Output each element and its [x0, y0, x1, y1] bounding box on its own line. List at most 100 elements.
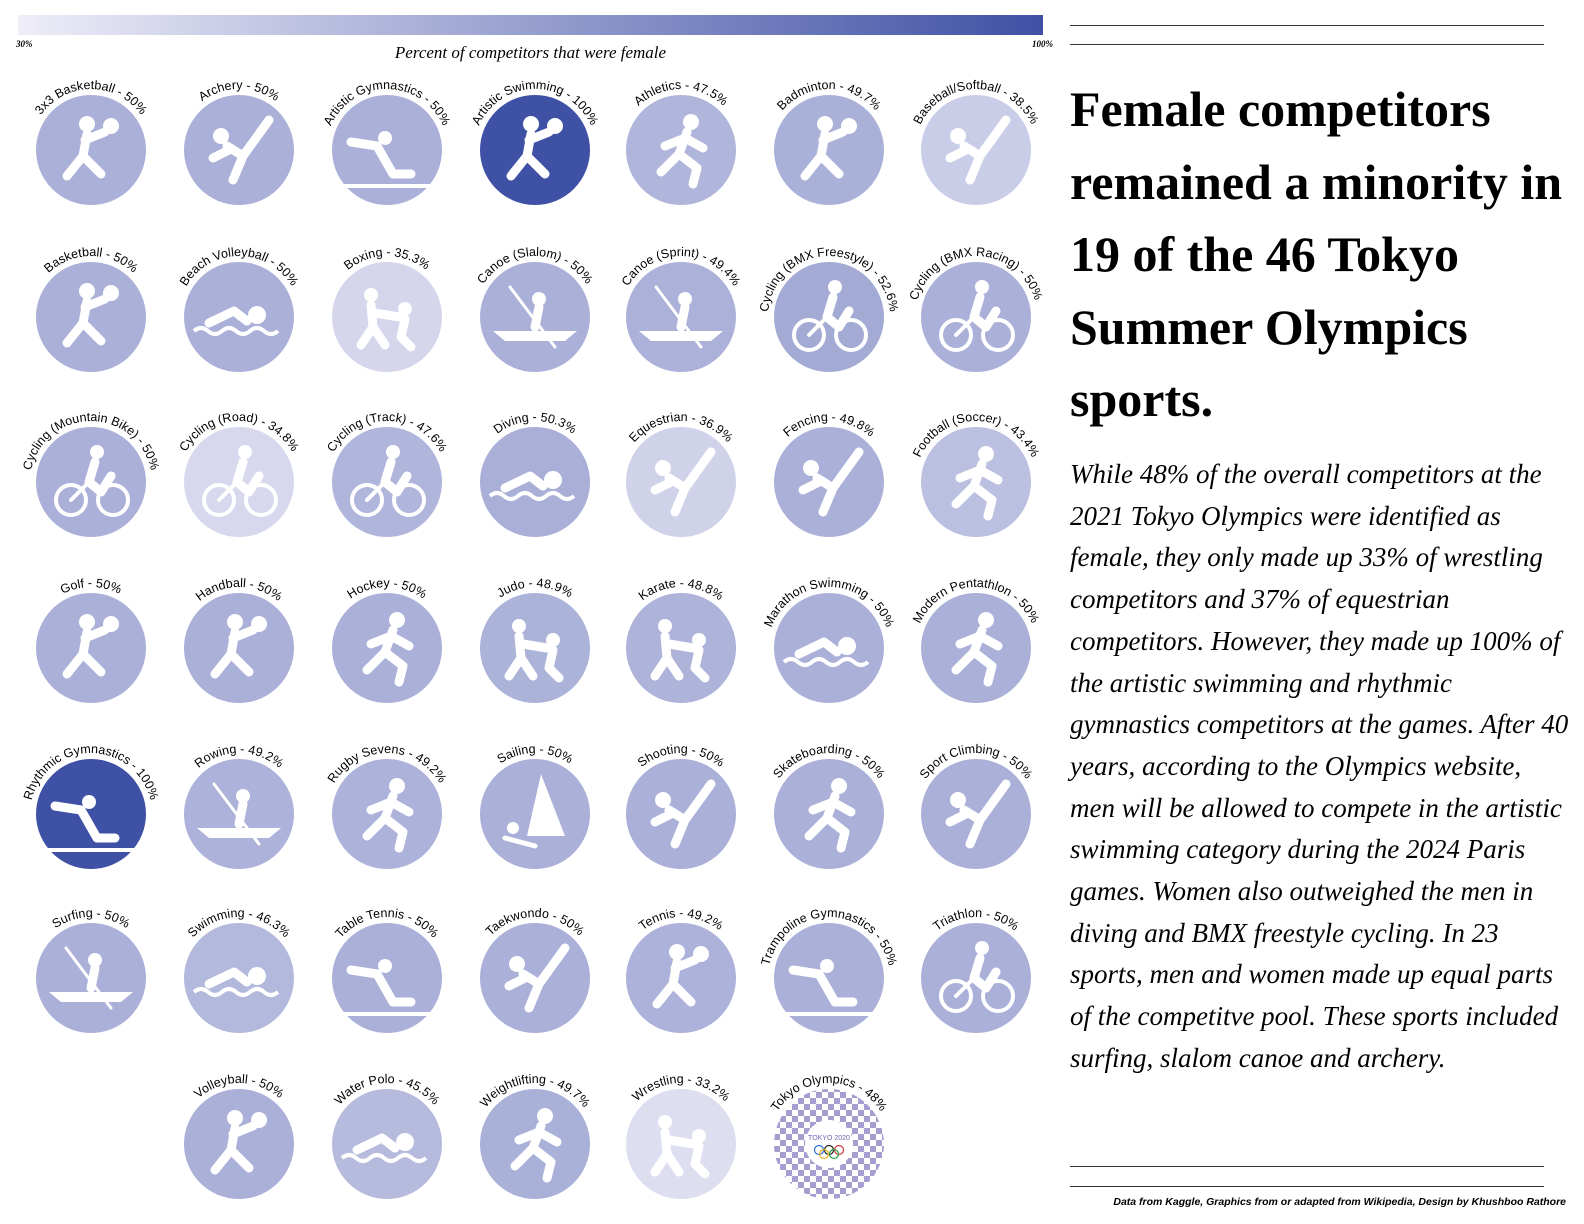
sport-surfing: Surfing - 50% [36, 906, 146, 1033]
sport-swimming: Swimming - 46.3% [184, 906, 294, 1033]
sport-3x3-basketball: 3x3 Basketball - 50% [32, 78, 150, 205]
sport-circle [774, 95, 884, 205]
handball-icon [210, 614, 267, 679]
tokyo-logo-text: TOKYO 2020 [808, 1135, 850, 1142]
sport-circle [332, 95, 442, 205]
sport-cycling-bmx-racing: Cycling (BMX Racing) - 50% [907, 245, 1045, 372]
sport-table-tennis: Table Tennis - 50% [332, 906, 442, 1033]
sport-shooting: Shooting - 50% [626, 742, 736, 869]
wrestling-icon [650, 1115, 710, 1179]
canoe-sprint-icon [639, 285, 723, 349]
sports-grid: 3x3 Basketball - 50%Archery - 50%Artisti… [20, 78, 1045, 1199]
sport-volleyball: Volleyball - 50% [184, 1072, 294, 1199]
sport-circle [332, 923, 442, 1033]
judo-icon [504, 619, 564, 683]
bottom-rule-2 [1070, 1186, 1544, 1187]
sport-canoe-slalom: Canoe (Slalom) - 50% [474, 245, 596, 372]
baseball-icon [945, 115, 1011, 185]
badminton-icon [800, 116, 857, 181]
basketball-3x3-icon [62, 116, 119, 181]
sport-basketball: Basketball - 50% [36, 245, 146, 372]
sport-archery: Archery - 50% [184, 78, 294, 205]
beach-volleyball-icon [192, 306, 280, 336]
top-rule-2 [1070, 44, 1544, 45]
sport-diving: Diving - 50.3% [480, 410, 590, 537]
tennis-icon [652, 944, 709, 1009]
sport-circle [36, 759, 146, 869]
scale-title: Percent of competitors that were female [394, 43, 667, 62]
scale-max-label: 100% [1032, 39, 1053, 49]
trampoline-icon [783, 959, 875, 1016]
sport-artistic-gymnastics: Artistic Gymnastics - 50% [321, 78, 453, 205]
sport-skateboarding: Skateboarding - 50% [770, 742, 888, 869]
color-scale-bar [18, 15, 1043, 35]
diving-icon [488, 471, 576, 501]
karate-icon [650, 619, 710, 683]
sport-circle [480, 95, 590, 205]
sport-marathon-swimming: Marathon Swimming - 50% [761, 576, 897, 703]
sport-golf: Golf - 50% [36, 576, 146, 703]
sport-fencing: Fencing - 49.8% [774, 410, 884, 537]
bottom-rule-1 [1070, 1166, 1544, 1167]
sport-handball: Handball - 50% [184, 576, 294, 703]
mountain-bike-icon [54, 445, 130, 517]
sport-water-polo: Water Polo - 45.5% [332, 1072, 442, 1199]
sport-football-soccer: Football (Soccer) - 43.4% [910, 410, 1042, 537]
credit-line: Data from Kaggle, Graphics from or adapt… [1113, 1196, 1566, 1208]
body-text: While 48% of the overall competitors at … [1070, 459, 1569, 1073]
top-rule-1 [1070, 25, 1544, 26]
sport-equestrian: Equestrian - 36.9% [626, 410, 736, 537]
scale-min-label: 30% [16, 39, 33, 49]
sport-artistic-swimming: Artistic Swimming - 100% [469, 78, 601, 205]
sport-triathlon: Triathlon - 50% [921, 906, 1031, 1033]
sport-cycling-road: Cycling (Road) - 34.8% [176, 410, 302, 537]
sport-baseball-softball: Baseball/Softball - 38.5% [911, 78, 1041, 205]
sport-weightlifting: Weightlifting - 49.7% [477, 1072, 593, 1199]
sport-beach-volleyball: Beach Volleyball - 50% [177, 245, 301, 372]
sport-modern-pentathlon: Modern Pentathlon - 50% [910, 576, 1042, 703]
sport-circle [626, 923, 736, 1033]
sport-boxing: Boxing - 35.3% [332, 245, 442, 372]
fencing-icon [798, 447, 864, 517]
volleyball-icon [210, 1110, 267, 1175]
sport-cycling-mountain-bike: Cycling (Mountain Bike) - 50% [20, 410, 162, 537]
sport-circle [36, 262, 146, 372]
boxing-icon [356, 288, 416, 352]
golf-icon [62, 614, 119, 679]
sport-sailing: Sailing - 50% [480, 742, 590, 869]
sport-canoe-sprint: Canoe (Sprint) - 49.4% [619, 245, 743, 372]
sailing-icon [502, 774, 565, 849]
sport-tennis: Tennis - 49.2% [626, 906, 736, 1033]
sport-taekwondo: Taekwondo - 50% [480, 906, 590, 1033]
sport-athletics: Athletics - 47.5% [626, 78, 736, 205]
sport-cycling-track: Cycling (Track) - 47.6% [324, 410, 450, 537]
sport-wrestling: Wrestling - 33.2% [626, 1072, 736, 1199]
track-cycling-icon [350, 445, 426, 517]
sport-rowing: Rowing - 49.2% [184, 742, 294, 869]
swimming-icon [192, 967, 280, 997]
triathlon-icon [939, 941, 1015, 1013]
hockey-icon [362, 612, 414, 687]
sport-sport-climbing: Sport Climbing - 50% [917, 742, 1035, 869]
sport-circle [36, 95, 146, 205]
sport-circle [184, 1089, 294, 1199]
artistic-gymnastics-icon [341, 131, 433, 188]
sport-karate: Karate - 48.8% [626, 576, 736, 703]
bmx-racing-icon [939, 280, 1015, 352]
sport-circle [774, 923, 884, 1033]
marathon-swimming-icon [782, 637, 870, 667]
taekwondo-icon [504, 943, 570, 1013]
sport-climbing-icon [945, 779, 1011, 849]
table-tennis-icon [341, 959, 433, 1016]
bmx-freestyle-icon [792, 280, 868, 352]
rowing-icon [197, 782, 281, 846]
water-polo-icon [340, 1133, 428, 1163]
modern-pentathlon-icon [951, 612, 1003, 687]
rugby-icon [362, 778, 414, 853]
surfing-icon [49, 946, 133, 1010]
skateboarding-icon [804, 778, 856, 853]
sport-circle [184, 593, 294, 703]
sport-label: Golf - 50% [58, 576, 124, 597]
football-icon [951, 446, 1003, 521]
